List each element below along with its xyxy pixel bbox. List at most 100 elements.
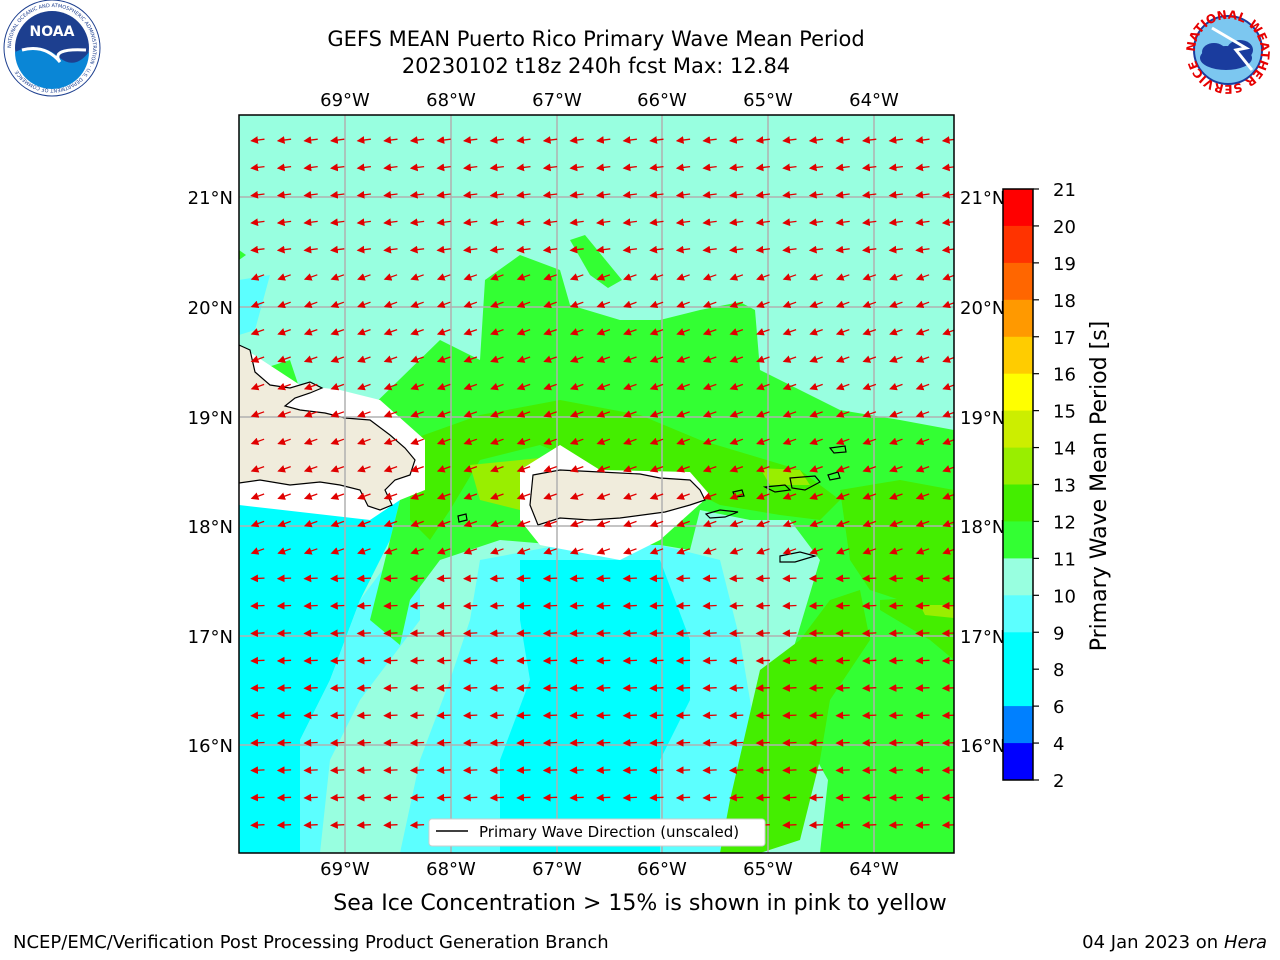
wave-arrow: [596, 382, 611, 391]
wave-arrow: [782, 300, 797, 309]
wave-arrow: [702, 245, 717, 254]
wave-arrow: [490, 519, 504, 528]
wave-arrow: [410, 410, 424, 418]
wave-arrow: [409, 218, 425, 227]
wave-arrow: [436, 218, 451, 227]
wave-arrow: [889, 355, 903, 363]
wave-arrow: [702, 190, 717, 199]
wave-arrow: [356, 656, 371, 665]
wave-arrow: [702, 519, 717, 528]
wave-arrow: [489, 163, 504, 172]
wave-arrow: [596, 190, 611, 199]
wave-arrow: [409, 684, 425, 692]
wave-arrow: [303, 547, 318, 555]
wave-arrow: [649, 492, 664, 500]
wave-arrow: [436, 574, 451, 583]
sea-ice-note: Sea Ice Concentration > 15% is shown in …: [333, 891, 947, 916]
wave-arrow: [410, 492, 424, 500]
wave-arrow: [622, 574, 637, 583]
wave-arrow: [596, 163, 611, 172]
wave-arrow: [383, 355, 398, 363]
wave-arrow: [862, 382, 877, 391]
lat-label-right: 19°N: [960, 408, 1005, 429]
wave-arrow: [623, 355, 637, 363]
wave-arrow: [490, 465, 504, 473]
wave-arrow: [383, 437, 398, 446]
colorbar-swatch: [1003, 558, 1033, 596]
colorbar-swatch: [1003, 373, 1033, 412]
wave-arrow: [330, 711, 345, 720]
colorbar-swatch: [1003, 410, 1033, 448]
wave-arrow: [383, 163, 398, 172]
wave-arrow: [463, 629, 478, 638]
wave-arrow: [809, 300, 823, 309]
wave-arrow: [356, 190, 371, 199]
wave-arrow: [649, 629, 664, 638]
wave-arrow: [675, 574, 691, 583]
wave-arrow: [542, 163, 558, 172]
wave-arrow: [463, 245, 478, 254]
wave-arrow: [490, 355, 504, 363]
wave-arrow: [250, 437, 265, 446]
wave-arrow: [675, 629, 691, 638]
wave-arrow: [436, 300, 451, 309]
wave-arrow: [915, 547, 930, 555]
wave-arrow: [862, 300, 877, 309]
wave-arrow: [409, 793, 425, 802]
wave-arrow: [383, 218, 398, 227]
lon-label-bottom: 67°W: [532, 859, 582, 880]
colorbar-tick: 13: [1053, 476, 1076, 497]
lat-label-left: 18°N: [188, 517, 233, 538]
wave-arrow: [862, 519, 877, 528]
wave-arrow: [676, 300, 690, 309]
wave-arrow: [782, 245, 797, 254]
wave-arrow: [809, 355, 823, 363]
wave-arrow: [675, 684, 691, 692]
wave-arrow: [409, 766, 425, 775]
wave-arrow: [888, 190, 903, 199]
wave-arrow: [330, 766, 345, 775]
wave-arrow: [516, 465, 531, 473]
wave-arrow: [622, 738, 637, 747]
wave-arrow: [756, 437, 770, 446]
wave-arrow: [756, 547, 770, 555]
wave-arrow: [356, 738, 371, 747]
map-legend: Primary Wave Direction (unscaled): [428, 818, 766, 847]
wave-arrow: [356, 163, 371, 172]
wave-arrow: [569, 601, 584, 610]
wave-arrow: [250, 273, 265, 281]
wave-arrow: [649, 382, 664, 391]
wave-arrow: [463, 601, 478, 610]
wave-arrow: [755, 711, 770, 720]
wave-arrow: [383, 684, 398, 692]
wave-arrow: [676, 328, 690, 336]
wave-arrow: [782, 163, 797, 172]
wave-arrow: [543, 300, 557, 309]
wave-arrow: [623, 519, 637, 528]
lat-label-left: 21°N: [188, 188, 233, 209]
colorbar-swatch: [1003, 669, 1033, 707]
wave-arrow: [676, 519, 690, 528]
nws-logo: NATIONAL WEATHER SERVICE: [1182, 4, 1274, 96]
lon-label-top: 68°W: [426, 90, 476, 111]
wave-arrow: [542, 738, 558, 747]
wave-arrow: [622, 766, 637, 775]
wave-arrow: [436, 136, 451, 144]
wave-arrow: [622, 629, 637, 638]
wave-arrow: [303, 601, 318, 610]
colorbar-tick: 14: [1053, 439, 1076, 460]
wave-arrow: [622, 601, 637, 610]
wave-arrow: [889, 519, 903, 528]
wave-arrow: [303, 684, 318, 692]
wave-arrow: [702, 163, 717, 172]
wave-arrow: [303, 355, 318, 363]
wave-arrow: [303, 492, 318, 500]
wave-arrow: [729, 382, 744, 391]
wave-arrow: [782, 547, 797, 555]
wave-arrow: [808, 684, 824, 692]
wave-arrow: [702, 465, 717, 473]
wave-arrow: [729, 711, 744, 720]
wave-arrow: [809, 547, 823, 555]
wave-arrow: [862, 136, 877, 144]
